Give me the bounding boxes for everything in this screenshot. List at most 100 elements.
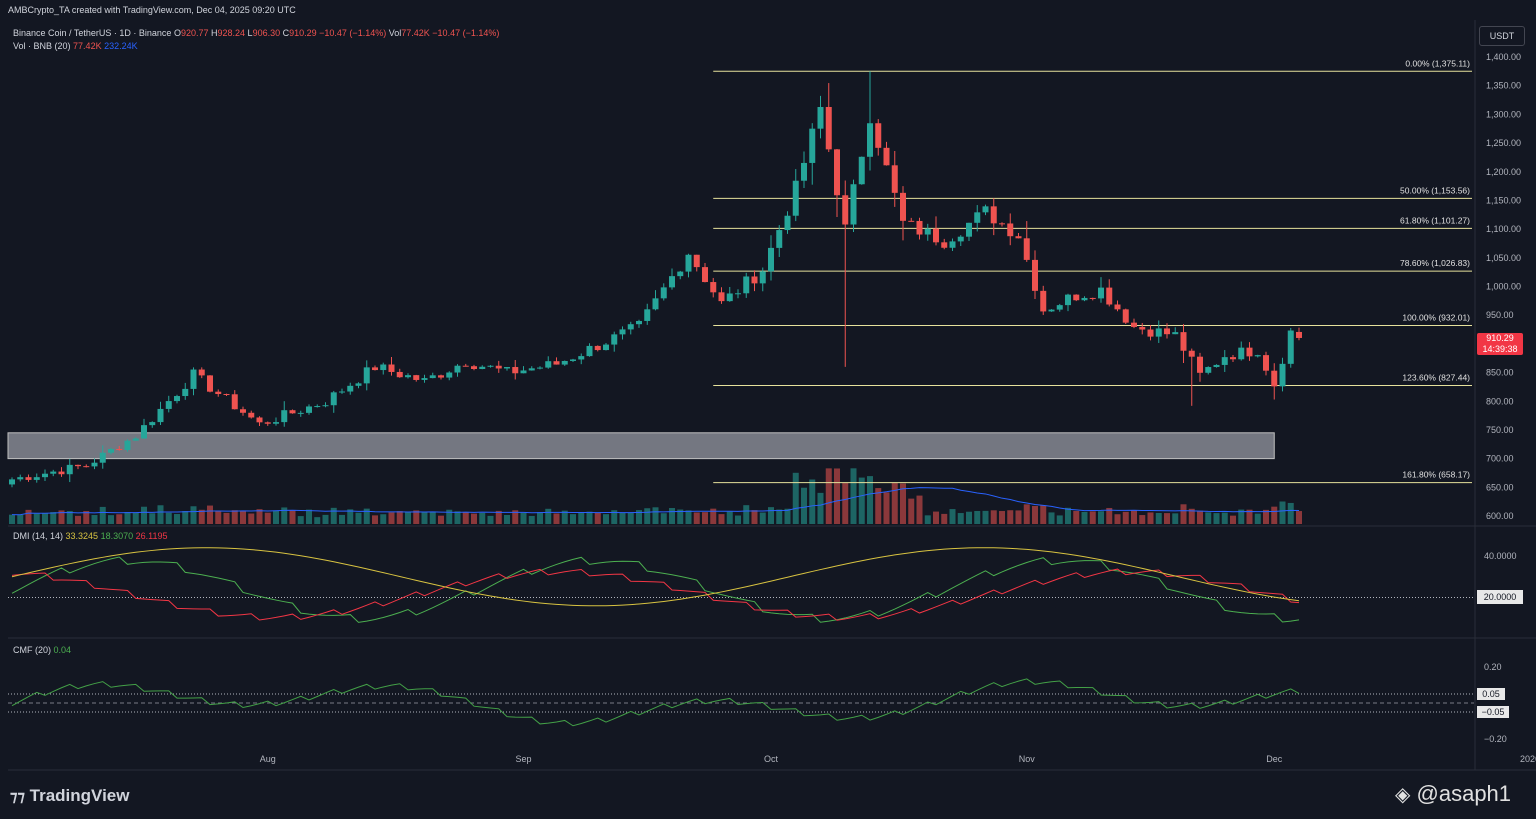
volume-bar bbox=[429, 511, 436, 524]
candle-body bbox=[875, 123, 882, 148]
candle-body bbox=[1296, 331, 1302, 338]
candle-body bbox=[570, 359, 576, 361]
volume-bar bbox=[1254, 513, 1261, 524]
candle-body bbox=[1172, 332, 1179, 335]
cmf-label: CMF (20) bbox=[13, 645, 51, 655]
candle-body bbox=[825, 106, 832, 150]
high-label: H bbox=[211, 28, 218, 38]
candle-body bbox=[611, 334, 618, 345]
dmi-pane bbox=[8, 547, 1474, 623]
time-label: Aug bbox=[260, 754, 276, 764]
volume-bar bbox=[1122, 511, 1129, 524]
candle-body bbox=[1032, 259, 1038, 291]
volume-bar bbox=[636, 510, 642, 524]
volume-bar bbox=[652, 507, 659, 524]
volume-bar bbox=[495, 510, 502, 524]
currency-button[interactable]: USDT bbox=[1479, 26, 1525, 46]
volume-bar bbox=[174, 514, 180, 524]
volume-bar bbox=[388, 512, 395, 524]
candle-body bbox=[330, 392, 337, 406]
candle-body bbox=[1023, 238, 1030, 260]
low-label: L bbox=[247, 28, 253, 38]
candle-body bbox=[718, 292, 725, 302]
candle-body bbox=[1073, 294, 1080, 301]
candle-body bbox=[314, 406, 321, 408]
candle-body bbox=[1238, 347, 1245, 360]
candle-body bbox=[702, 267, 708, 283]
candle-body bbox=[33, 477, 40, 480]
volume-bar bbox=[141, 506, 147, 524]
volume-bar bbox=[1238, 509, 1245, 524]
top-credit-bar: AMBCrypto_TA created with TradingView.co… bbox=[0, 0, 1536, 20]
volume-bar bbox=[1089, 511, 1096, 524]
price-tick: 1,000.00 bbox=[1486, 282, 1521, 292]
candle-body bbox=[834, 149, 840, 196]
volume-bar bbox=[545, 508, 552, 524]
volume-bar bbox=[776, 509, 783, 524]
candle-body bbox=[726, 293, 733, 302]
volume-bar bbox=[1263, 509, 1269, 524]
candle-body bbox=[157, 408, 164, 423]
candle-body bbox=[1271, 370, 1278, 387]
volume-bar bbox=[883, 492, 890, 524]
volume-bar bbox=[116, 514, 123, 524]
price-tick: 1,100.00 bbox=[1486, 224, 1521, 234]
volume-bar bbox=[462, 512, 469, 524]
volume-bar bbox=[240, 511, 246, 524]
candle-body bbox=[553, 361, 560, 365]
volume-bar bbox=[1015, 510, 1022, 524]
volume-bar bbox=[273, 510, 279, 524]
cmf-level-lo-label: −0.05 bbox=[1477, 706, 1509, 718]
volume-bar bbox=[875, 488, 882, 524]
volume-bar bbox=[1073, 511, 1080, 524]
brand-text: TradingView bbox=[29, 786, 130, 805]
dmi-plus-line bbox=[11, 556, 1300, 623]
volume-bar bbox=[405, 512, 411, 524]
footer-bar: ⁊⁊ TradingView ◈ @asaph1 bbox=[0, 774, 1536, 819]
dmi-legend[interactable]: DMI (14, 14) 33.3245 18.3070 26.1195 bbox=[13, 531, 168, 541]
volume-bar bbox=[702, 512, 708, 524]
volume-bar bbox=[50, 512, 57, 524]
volume-bar bbox=[182, 510, 189, 524]
volume-bars bbox=[9, 468, 1302, 524]
volume-bar bbox=[586, 511, 593, 524]
volume-legend[interactable]: Vol · BNB (20) 77.42K 232.24K bbox=[13, 41, 138, 51]
volume-bar bbox=[924, 515, 931, 524]
volume-bar bbox=[446, 509, 453, 524]
volume-bar bbox=[594, 512, 601, 524]
candle-body bbox=[528, 368, 535, 371]
volume-bar bbox=[908, 498, 915, 524]
candle-body bbox=[504, 367, 510, 369]
cmf-legend[interactable]: CMF (20) 0.04 bbox=[13, 645, 71, 655]
candle-body bbox=[768, 247, 774, 272]
candle-body bbox=[413, 375, 420, 380]
candle-body bbox=[561, 360, 568, 365]
volume-bar bbox=[792, 472, 799, 524]
volume-bar bbox=[718, 514, 725, 524]
volume-bar bbox=[685, 510, 692, 524]
volume-bar bbox=[231, 510, 238, 524]
cmf-value: 0.04 bbox=[53, 645, 72, 655]
candle-body bbox=[842, 195, 849, 225]
volume-bar bbox=[842, 482, 849, 524]
dmi-label: DMI (14, 14) bbox=[13, 531, 64, 541]
volume-bar bbox=[297, 516, 304, 524]
symbol-legend[interactable]: Binance Coin / TetherUS · 1D · Binance O… bbox=[13, 28, 499, 38]
volume-bar bbox=[603, 514, 609, 524]
symbol-name: Binance Coin / TetherUS · 1D · Binance bbox=[13, 28, 172, 38]
last-price-label: 910.29 14:39:38 bbox=[1477, 333, 1523, 355]
candle-body bbox=[636, 320, 642, 325]
candle-body bbox=[1279, 363, 1286, 387]
time-label: Sep bbox=[515, 754, 531, 764]
price-tick: 700.00 bbox=[1486, 454, 1514, 464]
volume-bar bbox=[743, 505, 750, 524]
watermark: ◈ @asaph1 bbox=[1395, 781, 1511, 807]
volume-bar bbox=[504, 514, 510, 524]
volume-bar bbox=[1172, 513, 1179, 524]
volume-bar bbox=[330, 507, 337, 524]
tradingview-brand[interactable]: ⁊⁊ TradingView bbox=[10, 786, 129, 806]
volume-bar bbox=[751, 510, 758, 524]
high-value: 928.24 bbox=[217, 28, 246, 38]
tradingview-logo-icon: ⁊⁊ bbox=[10, 788, 25, 805]
